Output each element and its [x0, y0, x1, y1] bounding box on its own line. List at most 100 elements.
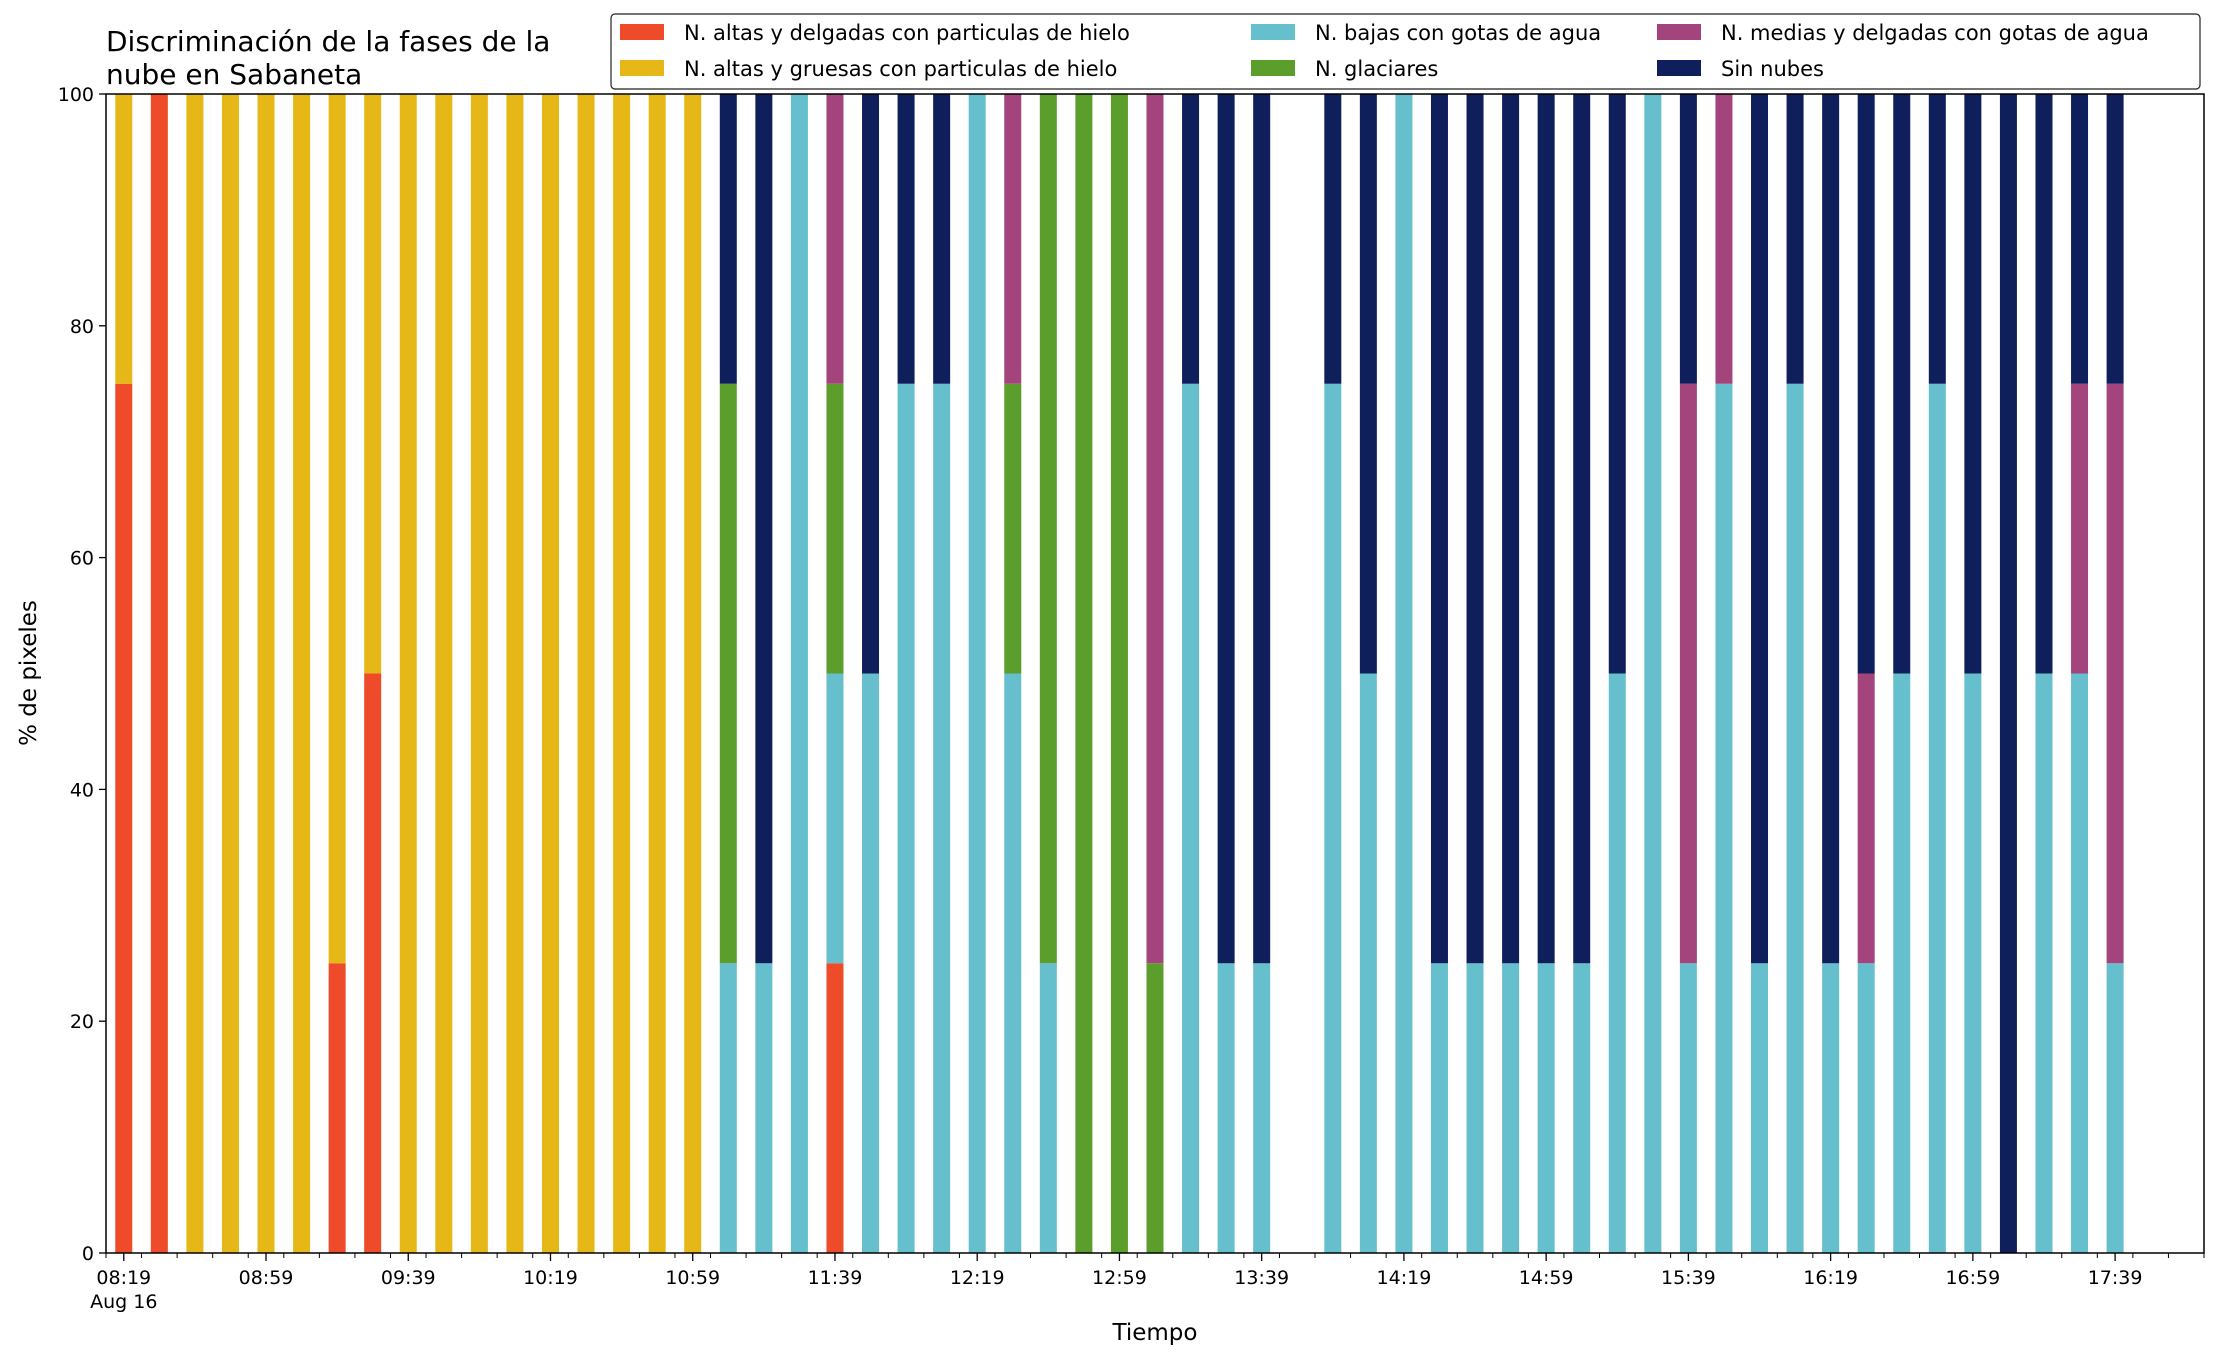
x-tick-label: 14:19	[1377, 1267, 1432, 1289]
x-tick-label: 16:19	[1803, 1267, 1858, 1289]
bar-segment	[257, 94, 275, 1253]
bar-segment	[1217, 963, 1235, 1253]
bar-segment	[1182, 94, 1200, 384]
bar-segment	[1110, 94, 1128, 1253]
bar-segment	[364, 673, 382, 1253]
bar-segment	[2106, 94, 2124, 384]
bar-segment	[684, 94, 702, 1253]
bar-segment	[328, 963, 346, 1253]
x-tick-label: 17:39	[2088, 1267, 2143, 1289]
bar-segment	[2071, 383, 2089, 674]
chart-title-line-2: nube en Sabaneta	[106, 58, 362, 91]
bar-segment	[933, 94, 951, 384]
y-tick-label: 20	[70, 1011, 94, 1033]
bar-segment	[755, 94, 773, 964]
bar-segment	[968, 94, 986, 1253]
bar-segment	[1004, 673, 1022, 1253]
legend-swatch	[1251, 24, 1295, 40]
bar-segment	[577, 94, 595, 1253]
y-axis-label: % de pixeles	[16, 600, 42, 746]
bar-segment	[862, 673, 880, 1253]
bar-segment	[1146, 94, 1164, 964]
bar-segment	[1822, 963, 1840, 1253]
bar-segment	[1146, 963, 1164, 1253]
bar-segment	[826, 963, 844, 1253]
bar-segment	[1573, 94, 1591, 964]
bar-segment	[1964, 94, 1982, 674]
bar-segment	[1715, 383, 1733, 1253]
legend-label: Sin nubes	[1721, 57, 1824, 81]
bar-segment	[897, 94, 915, 384]
legend-label: N. glaciares	[1315, 57, 1438, 81]
bar-segment	[1253, 94, 1271, 964]
legend-label: N. bajas con gotas de agua	[1315, 21, 1601, 45]
bar-segment	[2035, 94, 2053, 674]
bar-segment	[328, 94, 346, 964]
x-tick-label: 12:59	[1092, 1267, 1147, 1289]
bar-segment	[648, 94, 666, 1253]
bar-segment	[364, 94, 382, 674]
y-tick-label: 60	[70, 548, 94, 570]
bar-segment	[1928, 383, 1946, 1253]
bar-segment	[897, 383, 915, 1253]
bar-segment	[506, 94, 524, 1253]
bar-segment	[1751, 963, 1769, 1253]
bar-segment	[1822, 94, 1840, 964]
x-tick-label: 16:59	[1945, 1267, 2000, 1289]
bar-segment	[1359, 673, 1377, 1253]
bar-segment	[221, 94, 239, 1253]
bar-segment	[1430, 963, 1448, 1253]
bar-segment	[1466, 94, 1484, 964]
bar-segment	[826, 94, 844, 384]
bar-segment	[862, 94, 880, 674]
x-tick-label: 14:59	[1519, 1267, 1574, 1289]
bar-segment	[2071, 673, 2089, 1253]
bar-segment	[790, 94, 808, 1253]
bar-segment	[1679, 94, 1697, 384]
bars-layer	[115, 94, 2124, 1253]
y-tick-label: 80	[70, 316, 94, 338]
bar-segment	[1004, 383, 1022, 674]
bar-segment	[1502, 963, 1520, 1253]
x-tick-label: 08:59	[239, 1267, 294, 1289]
bar-segment	[1928, 94, 1946, 384]
bar-segment	[755, 963, 773, 1253]
bar-segment	[1857, 963, 1875, 1253]
bar-segment	[1075, 94, 1093, 1253]
bar-segment	[1359, 94, 1377, 674]
plot-frame	[105, 93, 2205, 1254]
bar-segment	[2071, 94, 2089, 384]
bar-segment	[1430, 94, 1448, 964]
x-tick-label: 15:39	[1661, 1267, 1716, 1289]
legend-label: N. altas y gruesas con particulas de hie…	[684, 57, 1117, 81]
bar-segment	[1039, 94, 1057, 964]
bar-segment	[1324, 383, 1342, 1253]
bar-segment	[1999, 94, 2017, 1253]
bar-segment	[541, 94, 559, 1253]
x-tick-label: 12:19	[950, 1267, 1005, 1289]
legend-swatch	[1657, 24, 1701, 40]
bar-segment	[1608, 673, 1626, 1253]
legend-swatch	[620, 24, 664, 40]
chart-title-line-1: Discriminación de la fases de la	[106, 25, 550, 58]
bar-segment	[613, 94, 631, 1253]
x-tick-label: 10:19	[523, 1267, 578, 1289]
x-tick-sublabel: Aug 16	[90, 1291, 157, 1313]
chart-title: Discriminación de la fases de la nube en…	[106, 25, 550, 91]
y-axis: 0 20 40 60 80 100	[58, 84, 106, 1265]
legend-swatch	[1251, 60, 1295, 76]
bar-segment	[293, 94, 311, 1253]
bar-segment	[719, 94, 737, 384]
bar-segment	[2106, 963, 2124, 1253]
y-tick-label: 100	[58, 84, 94, 106]
bar-segment	[719, 963, 737, 1253]
y-tick-label: 0	[82, 1243, 94, 1265]
legend-swatch	[620, 60, 664, 76]
bar-segment	[1679, 383, 1697, 964]
bar-segment	[1893, 94, 1911, 674]
bar-segment	[1644, 94, 1662, 1253]
bar-segment	[186, 94, 204, 1253]
bar-segment	[1608, 94, 1626, 674]
